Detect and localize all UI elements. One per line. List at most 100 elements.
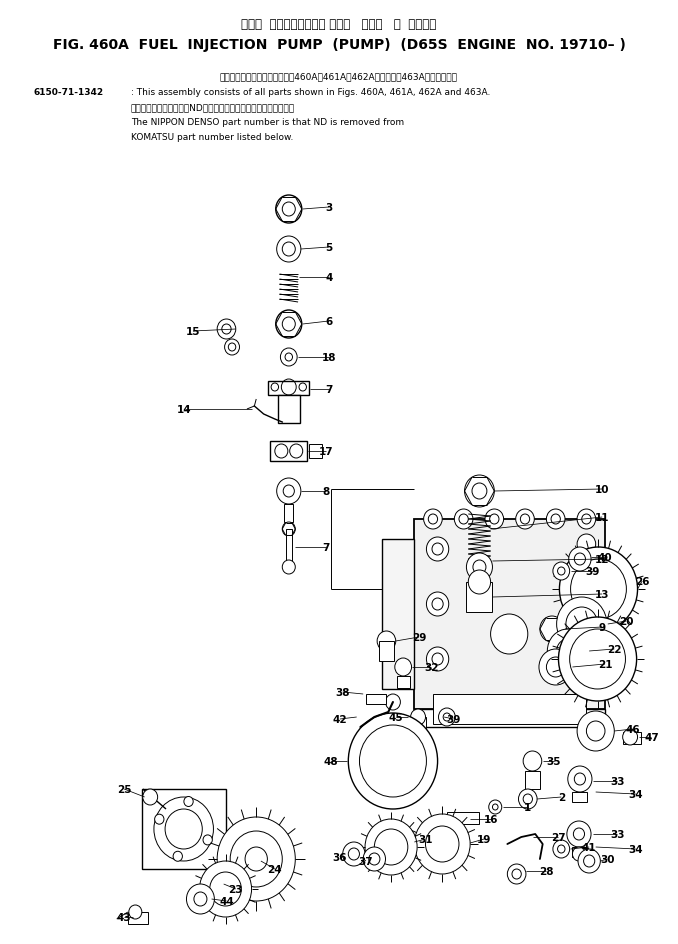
Text: 9: 9 [599,622,605,632]
Bar [268,381,309,396]
Text: 24: 24 [268,864,282,874]
Text: 34: 34 [629,789,643,800]
Circle shape [559,548,637,632]
Text: 43: 43 [117,912,132,922]
Circle shape [277,479,301,504]
Circle shape [359,725,426,797]
Text: 6: 6 [325,316,332,327]
Text: 10: 10 [595,484,610,495]
Text: このアセンブリの構成部品は第460A、461A、462A図および第463A図を見ます。: このアセンブリの構成部品は第460A、461A、462A図および第463A図を見… [220,72,458,81]
Bar [397,676,410,688]
Circle shape [217,818,296,901]
Circle shape [276,311,302,339]
Text: 47: 47 [644,733,659,742]
Text: 37: 37 [359,856,374,866]
Text: 40: 40 [598,552,612,563]
Circle shape [414,814,470,874]
Text: 48: 48 [323,756,338,767]
Text: 35: 35 [546,756,561,767]
Circle shape [282,561,296,574]
Circle shape [577,534,596,554]
Bar [410,717,426,742]
Circle shape [275,445,288,459]
Circle shape [547,630,589,673]
Circle shape [489,801,502,814]
Text: 28: 28 [539,866,554,876]
Circle shape [577,510,596,530]
Text: 17: 17 [319,447,334,457]
Bar [622,733,641,744]
Text: 20: 20 [619,616,634,626]
Circle shape [374,829,408,865]
Circle shape [519,789,537,809]
Text: 7: 7 [322,543,330,552]
Circle shape [210,872,241,906]
Circle shape [439,708,455,726]
Text: 23: 23 [228,885,243,894]
Bar [284,504,294,522]
Circle shape [571,560,626,619]
Circle shape [507,864,526,885]
Circle shape [203,835,212,845]
Text: 42: 42 [333,715,347,724]
Circle shape [577,711,614,751]
Circle shape [567,767,592,792]
Circle shape [466,553,492,582]
Text: 34: 34 [629,844,643,854]
Text: 3: 3 [325,203,332,212]
Circle shape [567,821,591,847]
Circle shape [129,905,142,919]
Text: 27: 27 [551,832,566,842]
Text: 8: 8 [322,486,330,497]
Text: 18: 18 [321,353,336,362]
Circle shape [516,510,534,530]
Circle shape [281,348,297,366]
Text: 39: 39 [446,715,460,724]
Bar [414,709,605,727]
Text: 41: 41 [582,842,597,852]
Circle shape [342,842,365,866]
Circle shape [546,657,565,677]
Bar [277,396,300,424]
Text: 30: 30 [601,854,615,864]
Text: The NIPPON DENSO part number is that ND is removed from: The NIPPON DENSO part number is that ND … [131,118,404,126]
Circle shape [348,714,437,809]
Bar [447,812,479,824]
Circle shape [464,476,494,508]
Circle shape [155,815,164,824]
Bar [572,847,586,857]
Text: 日本電荷のメーカー配号NDを除いたものが日本電荷の品番です。: 日本電荷のメーカー配号NDを除いたものが日本電荷の品番です。 [131,103,295,112]
Circle shape [395,658,412,676]
Circle shape [143,789,158,805]
Text: 33: 33 [610,829,624,839]
Circle shape [454,510,473,530]
Circle shape [557,639,579,664]
Circle shape [426,826,459,862]
Circle shape [622,729,637,745]
Text: 31: 31 [418,834,433,844]
Circle shape [539,649,572,685]
Circle shape [424,510,442,530]
Circle shape [276,195,302,224]
Circle shape [570,630,626,689]
Circle shape [299,383,306,392]
Bar [525,771,540,789]
Bar [572,792,587,802]
Circle shape [569,548,591,571]
Bar [142,789,226,869]
Text: 38: 38 [336,687,350,698]
Text: 21: 21 [598,659,612,669]
Text: 32: 32 [424,663,438,672]
Circle shape [231,831,282,887]
Text: 44: 44 [219,896,234,906]
Circle shape [546,510,565,530]
Circle shape [553,840,570,858]
Circle shape [426,648,449,671]
Circle shape [186,885,214,914]
Circle shape [245,847,267,871]
Text: KOMATSU part number listed below.: KOMATSU part number listed below. [131,133,293,142]
Circle shape [485,510,504,530]
Text: FIG. 460A  FUEL  INJECTION  PUMP  (PUMP)  (D65S  ENGINE  NO. 19710– ): FIG. 460A FUEL INJECTION PUMP (PUMP) (D6… [53,38,625,52]
Text: 11: 11 [595,513,610,522]
Circle shape [540,616,564,642]
